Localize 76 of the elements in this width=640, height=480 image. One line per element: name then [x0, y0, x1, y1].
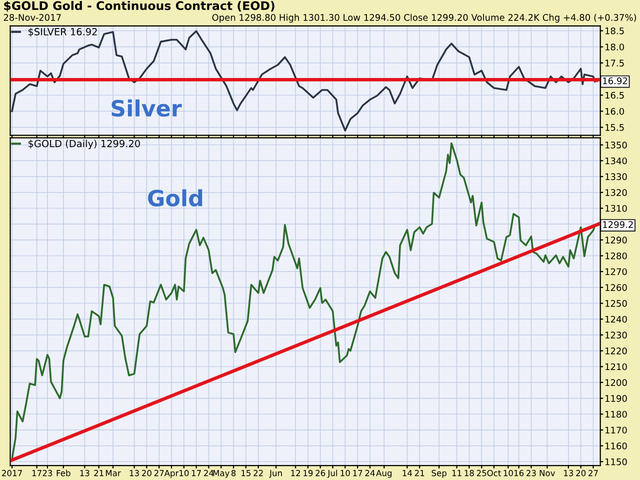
annotation: Silver — [112, 99, 182, 117]
y-tick-label: 1250 — [605, 300, 627, 307]
y-tick-label: 16.0 — [605, 108, 624, 115]
x-tick-label: Mar — [106, 470, 121, 476]
x-tick-label: Nov — [540, 470, 556, 476]
x-tick-label: 22 — [254, 470, 263, 476]
x-tick-label: 23 — [526, 470, 536, 476]
annotation: 16.92 — [603, 77, 628, 84]
x-tick-label: Jul — [327, 470, 337, 478]
y-tick-label: 18.0 — [605, 44, 624, 50]
x-tick-label: 23 — [42, 470, 52, 476]
annotation: 1299.2 — [603, 221, 633, 228]
x-tick-label: 14 — [402, 470, 412, 476]
x-tick-label: 2017 — [2, 470, 22, 476]
y-tick-label: 1260 — [605, 284, 627, 291]
legend-label: $SILVER 16.92 — [28, 28, 97, 37]
x-tick-label: 11 — [452, 470, 462, 476]
x-tick-label: 27 — [588, 470, 598, 476]
x-tick-label: 12 — [291, 470, 300, 476]
x-tick-label: 21 — [414, 470, 424, 476]
y-tick-label: 1310 — [605, 204, 627, 212]
x-tick-label: 10 — [180, 470, 189, 476]
x-tick-label: 19 — [304, 470, 313, 476]
y-tick-label: 1270 — [605, 268, 627, 276]
x-tick-label: 10 — [340, 470, 350, 476]
y-tick-label: 1240 — [605, 316, 627, 323]
y-tick-label: 1190 — [605, 395, 627, 402]
x-tick-label: 26 — [316, 470, 326, 476]
chart-title: $GOLD Gold - Continuous Contract (EOD) — [4, 0, 274, 12]
x-tick-label: 27 — [154, 470, 164, 476]
x-tick-label: Apr — [164, 470, 179, 478]
x-tick-label: May — [213, 470, 230, 478]
x-tick-label: Aug — [376, 470, 392, 478]
y-tick-label: 1230 — [605, 332, 627, 338]
x-tick-label: 16 — [514, 470, 524, 476]
x-tick-label: 24 — [365, 470, 375, 476]
x-tick-label: 17 — [32, 470, 42, 476]
y-tick-label: 17.5 — [605, 60, 624, 66]
y-tick-label: 1220 — [605, 348, 627, 354]
x-tick-label: 8 — [231, 470, 236, 476]
x-tick-label: 21 — [94, 470, 104, 476]
x-tick-label: 10 — [504, 470, 513, 476]
x-tick-label: 13 — [80, 470, 90, 476]
x-tick-label: 15 — [242, 470, 250, 476]
y-tick-label: 1350 — [605, 142, 627, 148]
x-tick-label: 13 — [130, 470, 139, 476]
text: Open 1298.80 High 1301.30 Low 1294.50 Close 1299.20 Volume 224.2K Chg +4.80 (+0.37%) — [212, 14, 636, 23]
x-tick-label: 24 — [204, 470, 214, 476]
annotation: Gold — [148, 189, 202, 206]
y-tick-label: 1160 — [605, 442, 627, 450]
y-tick-label: 1290 — [605, 236, 627, 244]
x-tick-label: 17 — [353, 470, 362, 476]
chart-subtitle: 28-Nov-2017 — [4, 14, 61, 21]
x-tick-label: 20 — [576, 470, 586, 476]
y-tick-label: 1340 — [605, 157, 627, 164]
y-tick-label: 1170 — [605, 426, 627, 434]
y-tick-label: 1210 — [605, 363, 627, 370]
y-tick-label: 16.5 — [605, 92, 624, 99]
x-tick-label: 20 — [142, 470, 152, 476]
x-tick-label: 18 — [464, 470, 474, 476]
legend-label: $GOLD (Daily) 1299.20 — [28, 140, 140, 150]
x-tick-label: Sep — [432, 470, 446, 478]
y-tick-label: 1280 — [605, 252, 627, 260]
x-tick-label: 17 — [192, 470, 201, 476]
y-tick-label: 18.5 — [605, 27, 624, 34]
y-tick-label: 1150 — [605, 458, 627, 466]
x-tick-label: Feb — [56, 470, 70, 476]
y-tick-label: 1330 — [605, 173, 627, 180]
y-tick-label: 1200 — [605, 379, 627, 386]
y-tick-label: 15.5 — [605, 124, 624, 131]
x-tick-label: Jun — [269, 470, 282, 478]
x-tick-label: Oct — [487, 470, 502, 476]
x-tick-label: 25 — [476, 470, 486, 476]
y-tick-label: 1320 — [605, 189, 627, 196]
y-tick-label: 1180 — [605, 410, 627, 418]
x-tick-label: 13 — [564, 470, 574, 476]
